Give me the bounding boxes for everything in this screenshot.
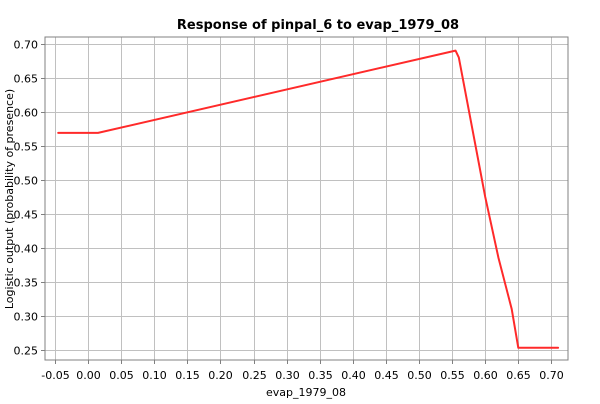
x-tick-label: 0.55 (440, 369, 465, 382)
y-tick-label: 0.30 (14, 311, 39, 324)
x-tick-label: 0.45 (374, 369, 399, 382)
y-tick-label: 0.35 (14, 277, 39, 290)
x-tick-label: 0.70 (539, 369, 564, 382)
y-tick-label: 0.50 (14, 175, 39, 188)
x-tick-label: 0.00 (76, 369, 101, 382)
x-tick-label: 0.30 (275, 369, 300, 382)
y-tick-label: 0.25 (14, 345, 39, 358)
x-tick-label: 0.50 (407, 369, 432, 382)
y-tick-label: 0.70 (14, 39, 39, 52)
x-tick-label: 0.25 (242, 369, 267, 382)
x-tick-label: 0.20 (208, 369, 233, 382)
tick-labels: -0.05 0.00 0.05 0.10 0.15 0.20 0.25 0.30 0.35 0.4… (14, 39, 564, 383)
plot-area (45, 37, 568, 360)
x-tick-label: 0.15 (175, 369, 200, 382)
y-tick-label: 0.65 (14, 73, 39, 86)
series-layer (57, 49, 560, 349)
x-tick-label: 0.35 (308, 369, 333, 382)
x-tick-label: 0.60 (473, 369, 498, 382)
grid-lines (45, 37, 568, 360)
response-curve-line (57, 49, 560, 349)
y-tick-label: 0.55 (14, 141, 39, 154)
y-tick-label: 0.40 (14, 243, 39, 256)
y-tick-label: 0.45 (14, 209, 39, 222)
x-tick-label: 0.40 (341, 369, 366, 382)
x-tick-label: 0.10 (142, 369, 167, 382)
x-tick-label: 0.05 (109, 369, 134, 382)
x-axis-title: evap_1979_08 (266, 386, 346, 399)
y-tick-label: 0.60 (14, 107, 39, 120)
x-tick-label: 0.65 (506, 369, 531, 382)
plot-frame (44, 36, 569, 361)
y-axis-title: Logistic output (probability of presence… (3, 89, 16, 309)
chart-title: Response of pinpal_6 to evap_1979_08 (177, 18, 459, 33)
x-tick-label: -0.05 (41, 369, 69, 382)
tick-marks (41, 44, 552, 364)
